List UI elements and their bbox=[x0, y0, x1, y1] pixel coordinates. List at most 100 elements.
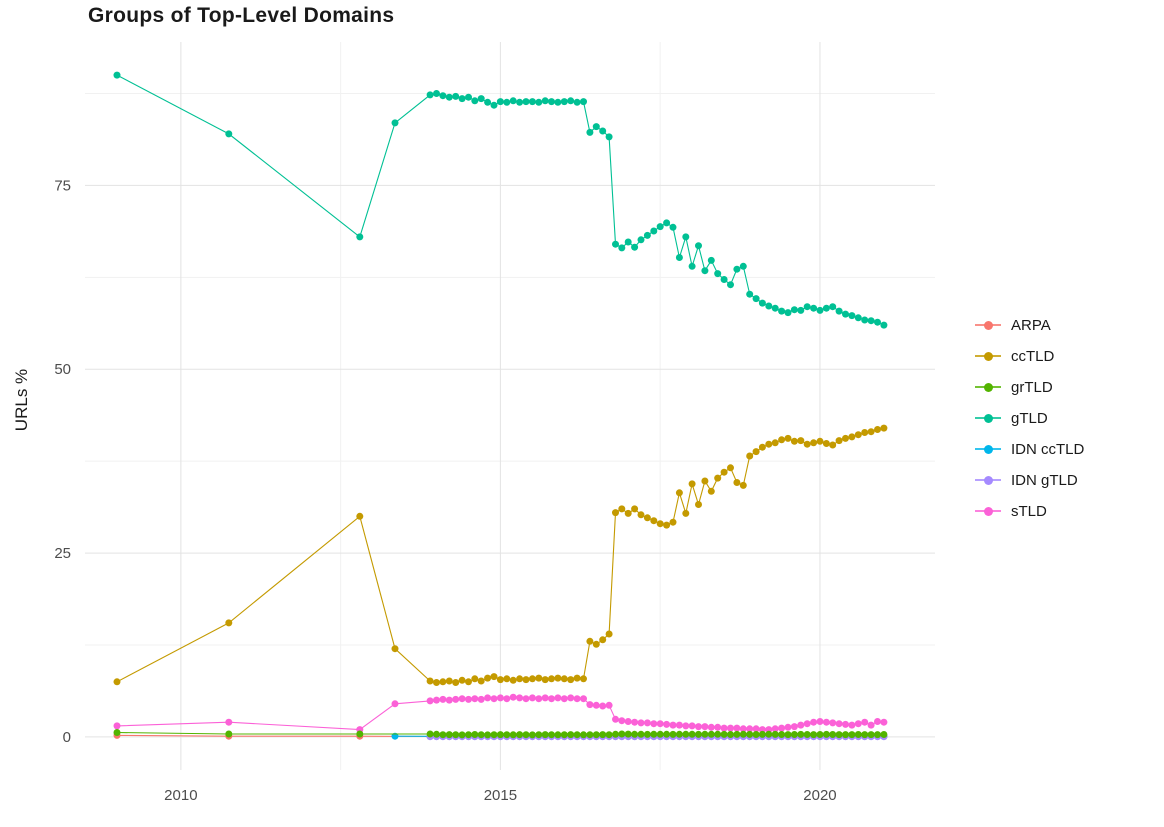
data-point bbox=[733, 730, 741, 738]
data-point bbox=[650, 227, 658, 235]
data-point bbox=[822, 718, 830, 726]
data-point bbox=[624, 718, 632, 725]
data-point bbox=[758, 726, 766, 734]
data-point bbox=[631, 718, 639, 726]
data-point bbox=[477, 677, 485, 685]
data-point bbox=[790, 723, 798, 731]
data-point bbox=[426, 677, 434, 685]
data-point bbox=[225, 730, 233, 738]
data-point bbox=[701, 730, 709, 738]
y-tick-label: 0 bbox=[63, 729, 71, 746]
data-point bbox=[848, 433, 856, 441]
data-point bbox=[835, 437, 843, 445]
data-point bbox=[784, 723, 792, 731]
data-point bbox=[695, 242, 702, 250]
data-point bbox=[867, 317, 875, 325]
data-point bbox=[586, 701, 594, 709]
data-point bbox=[522, 676, 530, 684]
data-point bbox=[727, 731, 734, 738]
data-point bbox=[535, 98, 543, 106]
data-point bbox=[720, 730, 728, 738]
data-point bbox=[113, 678, 121, 686]
legend-item-arpa: ARPA bbox=[975, 314, 1084, 336]
data-point bbox=[810, 718, 818, 726]
data-point bbox=[225, 130, 233, 138]
data-point bbox=[503, 731, 511, 739]
data-point bbox=[580, 731, 587, 739]
data-point bbox=[695, 501, 702, 508]
legend-label: sTLD bbox=[1011, 502, 1047, 520]
data-point bbox=[714, 474, 722, 482]
data-point bbox=[484, 98, 492, 106]
series-points-cctld bbox=[113, 424, 888, 686]
data-point bbox=[842, 310, 849, 318]
data-point bbox=[695, 730, 702, 738]
legend-label: ARPA bbox=[1011, 316, 1051, 334]
data-point bbox=[548, 675, 555, 683]
data-point bbox=[452, 731, 460, 739]
data-point bbox=[445, 93, 453, 101]
data-point bbox=[528, 731, 536, 739]
data-point bbox=[867, 428, 875, 436]
data-point bbox=[503, 695, 511, 703]
data-point bbox=[771, 725, 779, 733]
data-point bbox=[701, 477, 709, 485]
data-point bbox=[503, 98, 511, 106]
series-points-gtld bbox=[113, 71, 888, 329]
data-point bbox=[829, 441, 837, 449]
data-point bbox=[548, 731, 555, 739]
data-point bbox=[675, 721, 683, 729]
data-point bbox=[874, 731, 881, 739]
data-point bbox=[720, 468, 728, 476]
data-point bbox=[496, 676, 504, 684]
data-point bbox=[391, 645, 399, 653]
data-point bbox=[854, 720, 862, 728]
data-point bbox=[739, 725, 747, 733]
data-point bbox=[797, 437, 805, 445]
data-point bbox=[516, 694, 524, 702]
data-point bbox=[739, 481, 747, 489]
data-point bbox=[669, 518, 677, 526]
data-point bbox=[458, 95, 466, 103]
data-point bbox=[484, 674, 492, 682]
data-point bbox=[612, 240, 619, 248]
data-point bbox=[656, 223, 664, 231]
data-point bbox=[439, 695, 447, 703]
data-point bbox=[391, 700, 399, 708]
data-point bbox=[509, 97, 517, 105]
data-point bbox=[643, 730, 651, 738]
data-point bbox=[554, 98, 562, 106]
y-axis-label: URLs % bbox=[12, 368, 31, 432]
legend-label: grTLD bbox=[1011, 378, 1053, 396]
data-point bbox=[656, 720, 664, 728]
data-point bbox=[516, 675, 524, 683]
data-point bbox=[784, 434, 792, 442]
legend-item-stld: sTLD bbox=[975, 500, 1084, 522]
data-point bbox=[548, 98, 555, 106]
data-point bbox=[605, 731, 613, 739]
data-point bbox=[471, 675, 479, 683]
data-point bbox=[490, 695, 498, 703]
legend-item-cctld: ccTLD bbox=[975, 345, 1084, 367]
data-point bbox=[592, 701, 600, 709]
data-point bbox=[803, 731, 811, 738]
data-point bbox=[618, 730, 626, 738]
data-point bbox=[356, 730, 364, 738]
data-point bbox=[356, 233, 364, 241]
data-point bbox=[592, 640, 600, 648]
legend-label: IDN gTLD bbox=[1011, 471, 1078, 489]
data-point bbox=[541, 676, 549, 684]
data-point bbox=[484, 694, 492, 702]
data-point bbox=[797, 721, 805, 729]
data-point bbox=[650, 730, 658, 738]
data-point bbox=[771, 730, 779, 738]
data-point bbox=[113, 722, 121, 730]
data-point bbox=[778, 724, 786, 732]
data-point bbox=[426, 697, 434, 705]
data-point bbox=[554, 674, 562, 682]
data-point bbox=[541, 731, 549, 739]
data-point bbox=[714, 270, 722, 278]
legend-key-idn-cctld-icon bbox=[975, 440, 1001, 458]
data-point bbox=[605, 630, 613, 638]
